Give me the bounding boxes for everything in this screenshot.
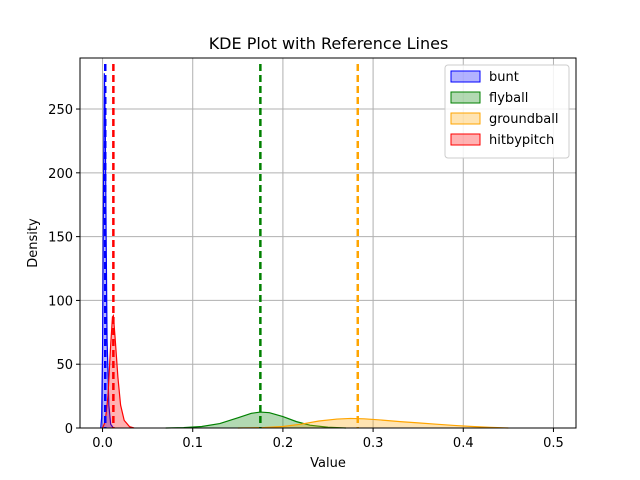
x-tick-label: 0.4 <box>453 436 474 451</box>
x-tick-label: 0.0 <box>92 436 113 451</box>
legend-swatch-groundball <box>450 112 481 125</box>
x-tick-label: 0.1 <box>182 436 203 451</box>
kde-area-groundball <box>237 418 509 428</box>
legend-box <box>444 64 570 159</box>
legend-label-hitbypitch: hitbypitch <box>489 133 554 148</box>
y-axis-title: Density <box>26 218 41 268</box>
kde-area-hitbypitch <box>102 315 135 428</box>
legend-label-bunt: bunt <box>489 70 519 85</box>
x-tick-label: 0.3 <box>363 436 384 451</box>
y-tick-label: 0 <box>65 422 73 437</box>
kde-fills <box>100 73 509 429</box>
plot-area-frame <box>79 57 577 429</box>
axis-ticks: 0.0 0.1 0.2 0.3 0.4 0.5 0 50 100 150 200 250 <box>48 103 564 451</box>
y-tick-label: 50 <box>56 358 73 373</box>
y-tick-label: 100 <box>48 294 73 309</box>
chart-title: KDE Plot with Reference Lines <box>209 34 449 53</box>
y-tick-label: 150 <box>48 231 73 246</box>
x-tick-label: 0.5 <box>543 436 564 451</box>
legend-swatch-hitbypitch <box>450 133 481 146</box>
kde-curve-flyball <box>165 411 347 429</box>
legend-swatch-bunt <box>450 70 481 83</box>
kde-curve-hitbypitch <box>101 314 135 429</box>
y-tick-label: 250 <box>48 103 73 118</box>
kde-curve-groundball <box>237 417 509 429</box>
x-axis-title: Value <box>310 456 346 471</box>
legend-label-flyball: flyball <box>489 91 528 106</box>
y-tick-label: 200 <box>48 167 73 182</box>
reference-lines <box>104 64 360 428</box>
legend-swatch-flyball <box>450 91 481 104</box>
legend-label-groundball: groundball <box>489 112 558 127</box>
x-tick-label: 0.2 <box>273 436 294 451</box>
legend: bunt flyball groundball hitbypitch <box>444 64 570 159</box>
